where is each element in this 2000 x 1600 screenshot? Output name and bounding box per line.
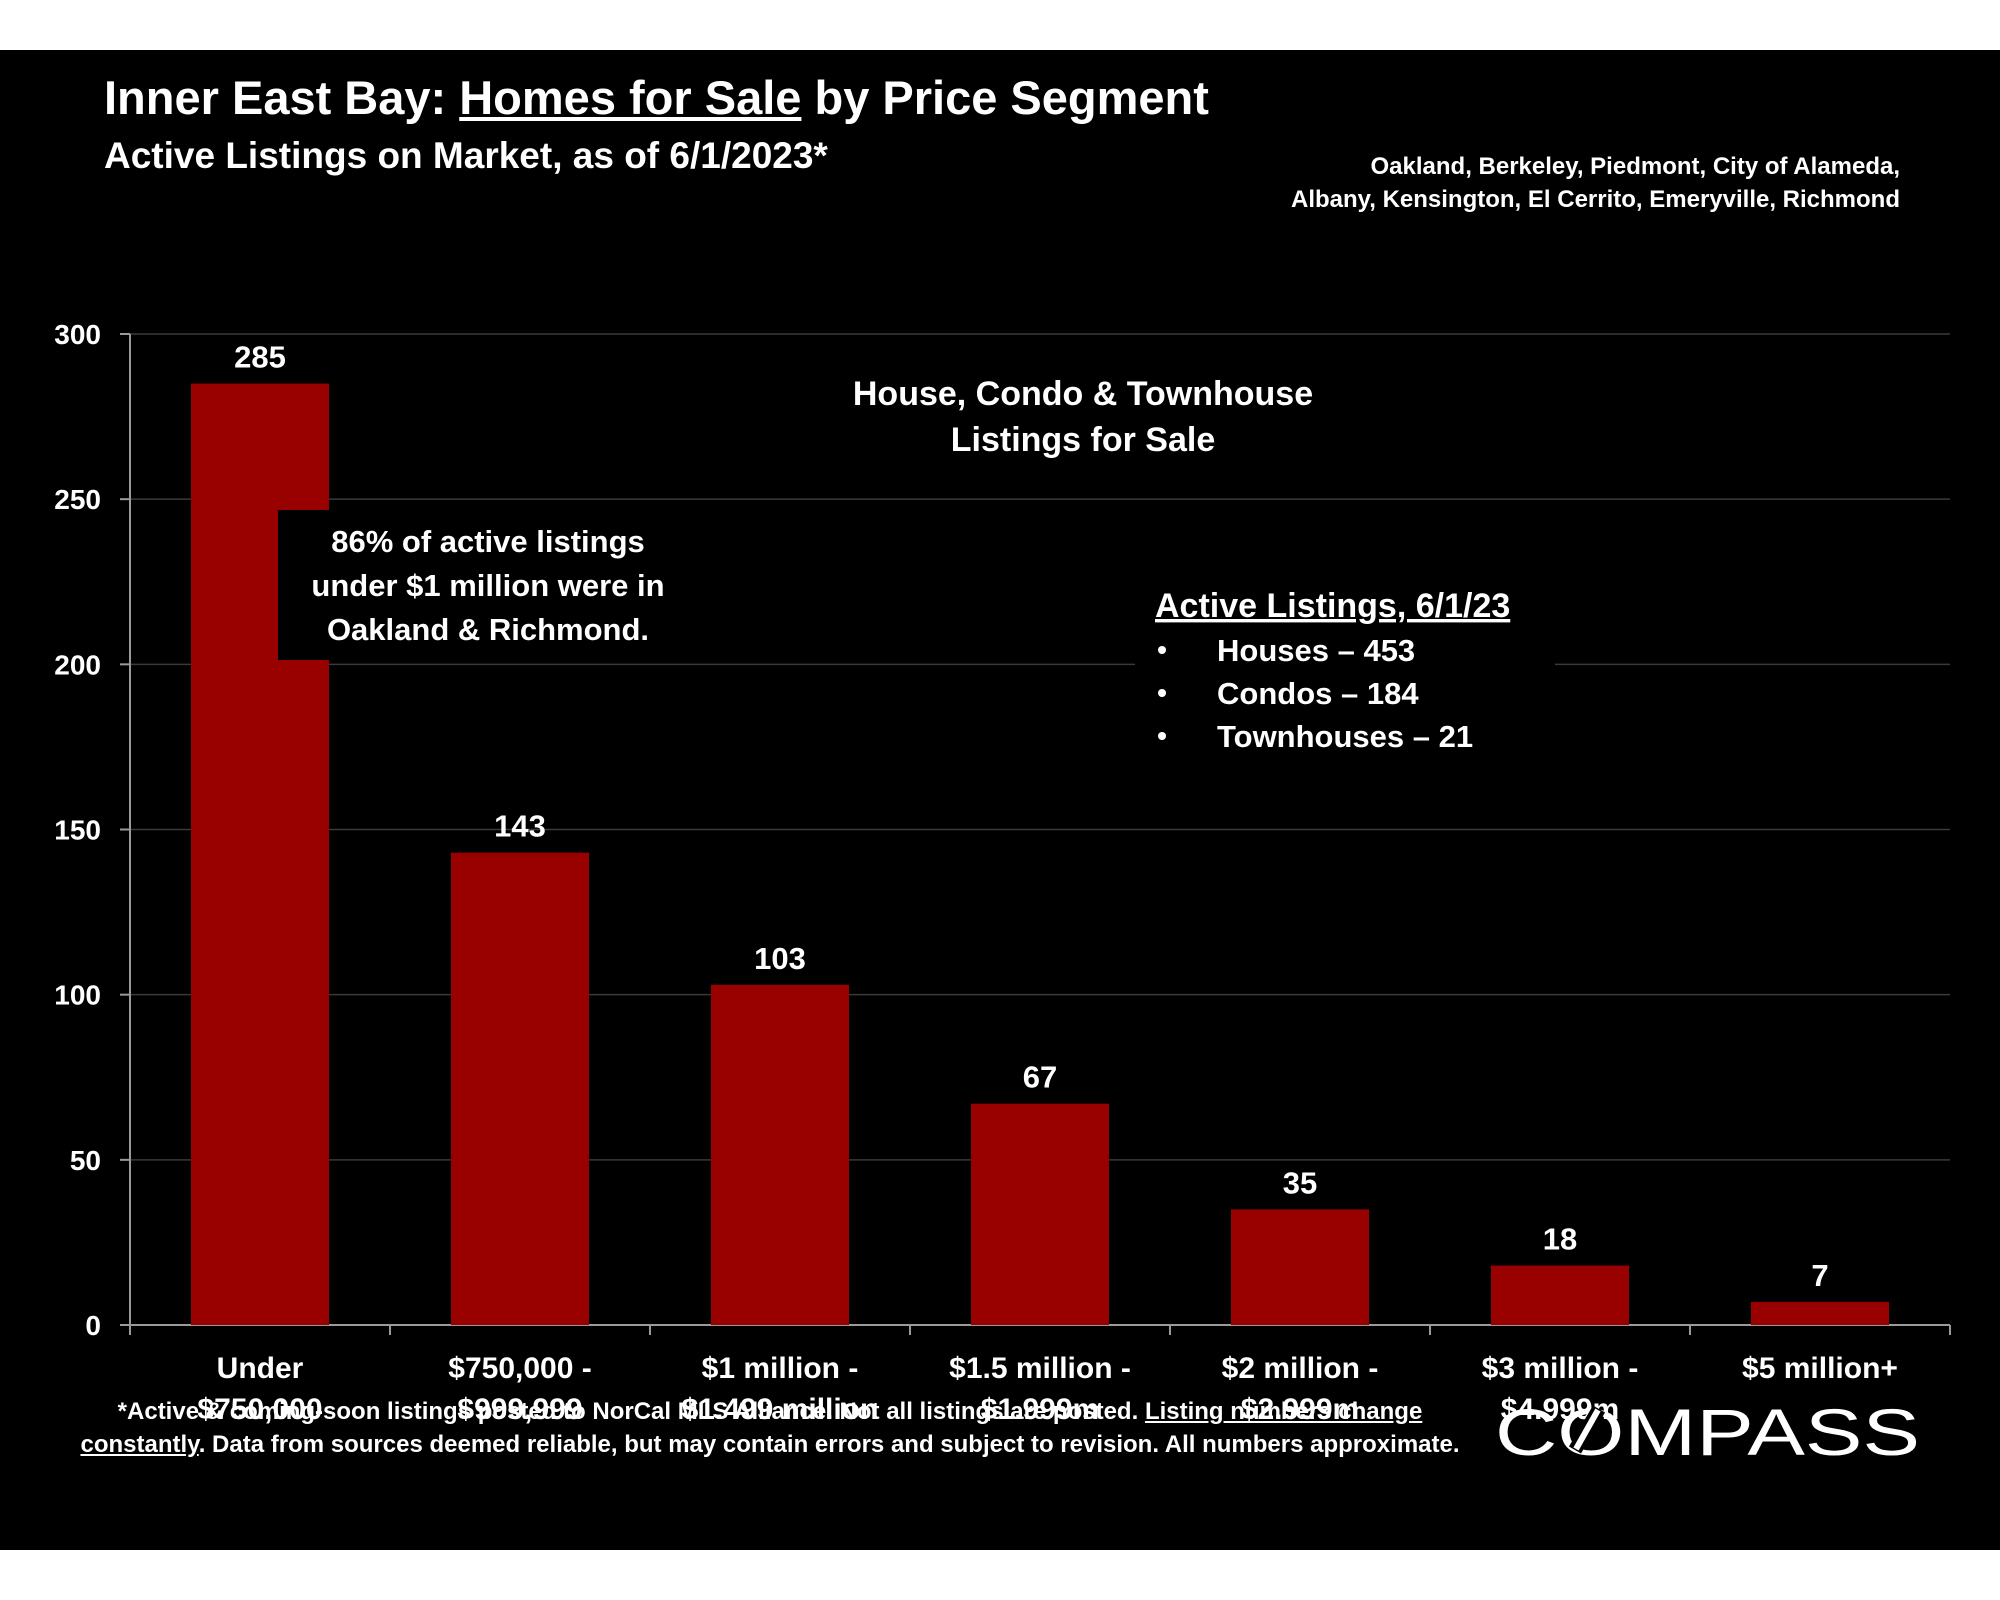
compass-logo: COMPASS xyxy=(1495,1395,1920,1465)
y-tick-label: 100 xyxy=(54,980,101,1011)
bar xyxy=(1231,1209,1369,1325)
inset-item: Houses – 453 xyxy=(1217,633,1415,668)
x-category-label: $999,999 xyxy=(457,1393,582,1426)
x-category-label: $2.999m xyxy=(1241,1393,1359,1426)
logo-text: COMPASS xyxy=(1495,1395,1920,1465)
inset-box xyxy=(1135,578,1555,756)
bar xyxy=(451,852,589,1325)
region-list: Oakland, Berkeley, Piedmont, City of Ala… xyxy=(1240,150,1900,216)
bar-value-label: 18 xyxy=(1543,1222,1577,1257)
bar-value-label: 285 xyxy=(234,340,286,375)
y-tick-label: 50 xyxy=(70,1145,101,1176)
bar-value-label: 7 xyxy=(1811,1258,1828,1293)
y-tick-label: 250 xyxy=(54,484,101,515)
x-category-label: $5 million+ xyxy=(1742,1352,1898,1385)
title-underlined: Homes for Sale xyxy=(459,71,802,124)
region-line-1: Oakland, Berkeley, Piedmont, City of Ala… xyxy=(1370,153,1901,180)
x-category-label: $2 million - xyxy=(1222,1352,1379,1385)
x-category-label: $750,000 xyxy=(197,1393,322,1426)
y-tick-label: 150 xyxy=(54,815,101,846)
bar-value-label: 143 xyxy=(494,809,546,844)
x-category-label: $1.999m xyxy=(981,1393,1099,1426)
page-title: Inner East Bay: Homes for Sale by Price … xyxy=(104,70,1209,125)
annotation-box xyxy=(278,510,698,660)
bullet-icon: • xyxy=(1157,677,1167,708)
bullet-icon: • xyxy=(1157,634,1167,665)
bullet-icon: • xyxy=(1157,720,1167,751)
inset-heading: Active Listings, 6/1/23 xyxy=(1155,587,1510,625)
x-category-label: Under xyxy=(217,1352,304,1385)
footnote-part-1: *Active & coming-soon listings posted to… xyxy=(117,1398,1145,1425)
subtitle: Active Listings on Market, as of 6/1/202… xyxy=(104,135,828,176)
bar xyxy=(971,1103,1109,1325)
bar-value-label: 35 xyxy=(1283,1165,1317,1200)
annotation-text: under $1 million were in xyxy=(311,568,664,603)
footnote-part-2: . Data from sources deemed reliable, but… xyxy=(198,1431,1460,1458)
title-suffix: by Price Segment xyxy=(801,71,1209,124)
y-tick-label: 200 xyxy=(54,649,101,680)
footnote-underlined: Listing numbers change constantly xyxy=(80,1398,1423,1458)
x-category-label: $1 million - xyxy=(702,1352,859,1385)
chart-label: House, Condo & Townhouse xyxy=(853,375,1313,413)
annotation-text: 86% of active listings xyxy=(331,524,645,559)
title-prefix: Inner East Bay: xyxy=(104,71,460,124)
bar xyxy=(1491,1265,1629,1325)
region-line-2: Albany, Kensington, El Cerrito, Emeryvil… xyxy=(1291,186,1900,213)
y-tick-label: 0 xyxy=(85,1310,101,1341)
inset-item: Condos – 184 xyxy=(1217,676,1419,711)
chart-label: Listings for Sale xyxy=(951,421,1216,459)
footnote: *Active & coming-soon listings posted to… xyxy=(60,1395,1480,1461)
bar xyxy=(711,984,849,1325)
x-category-label: $750,000 - xyxy=(448,1352,591,1385)
bar xyxy=(1751,1301,1889,1325)
bar-value-label: 67 xyxy=(1023,1060,1057,1095)
x-category-label: $1.499 million xyxy=(682,1393,879,1426)
x-category-label: $3 million - xyxy=(1482,1352,1639,1385)
annotation-text: Oakland & Richmond. xyxy=(327,612,649,647)
x-category-label: $1.5 million - xyxy=(949,1352,1131,1385)
inset-item: Townhouses – 21 xyxy=(1217,719,1473,754)
bar-value-label: 103 xyxy=(754,941,806,976)
y-tick-label: 300 xyxy=(54,319,101,350)
logo-slash xyxy=(1573,1408,1601,1451)
